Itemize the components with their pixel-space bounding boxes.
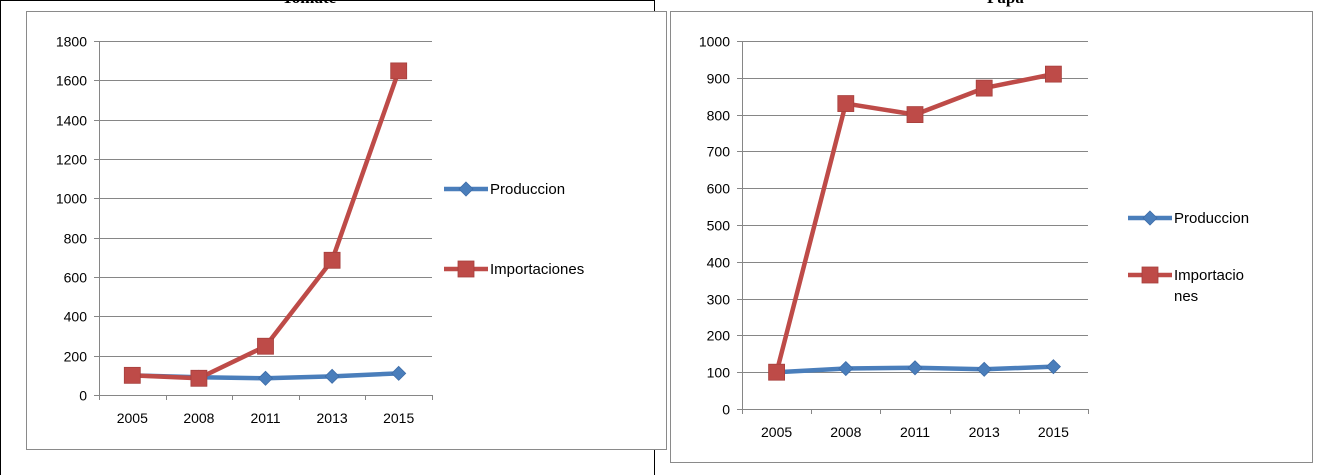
x-tick-label: 2005 (761, 424, 792, 440)
data-point-importaciones (123, 366, 141, 384)
x-tick-label: 2015 (1038, 424, 1069, 440)
data-point-produccion (391, 365, 407, 381)
data-point-importaciones (390, 62, 408, 80)
y-tick-label: 600 (64, 270, 88, 286)
y-tick-label: 200 (707, 328, 731, 344)
y-tick-label: 600 (707, 181, 731, 197)
legend-marker-produccion (1142, 210, 1158, 226)
data-point-produccion (838, 360, 854, 377)
data-point-importaciones (1044, 65, 1062, 83)
x-tick-label: 2013 (969, 424, 1000, 440)
chart-title-papa: Papa (987, 0, 1024, 8)
data-point-produccion (907, 360, 923, 376)
legend-marker-produccion (458, 181, 474, 197)
data-point-importaciones (906, 106, 924, 123)
legend-label-produccion: Produccion (490, 181, 565, 198)
y-tick-label: 1400 (56, 113, 87, 129)
legend-marker-importaciones (457, 260, 475, 278)
x-tick-label: 2013 (317, 410, 348, 426)
y-tick-label: 500 (707, 218, 731, 234)
y-tick-label: 400 (64, 309, 88, 325)
x-tick-label: 2011 (250, 410, 280, 426)
data-point-importaciones (768, 363, 785, 381)
data-point-importaciones (323, 251, 341, 269)
data-point-produccion (1045, 359, 1061, 375)
y-tick-label: 100 (707, 365, 731, 381)
y-tick-label: 200 (64, 349, 88, 365)
y-tick-label: 1200 (56, 152, 87, 168)
legend-label-produccion: Produccion (1174, 210, 1249, 227)
data-point-importaciones (190, 369, 208, 387)
y-tick-label: 300 (707, 292, 731, 308)
x-tick-label: 2005 (117, 410, 148, 426)
y-tick-label: 1800 (56, 34, 87, 50)
data-point-importaciones (837, 95, 855, 112)
chart-frame (670, 11, 1313, 463)
data-point-importaciones (975, 79, 993, 97)
y-tick-label: 1600 (56, 73, 87, 89)
chart-papa: 0 100 200 300 400 500 600 700 800 900 1000 2005 2008… (670, 11, 1313, 463)
data-point-importaciones (257, 337, 274, 355)
y-tick-label: 1000 (699, 34, 730, 50)
x-tick-label: 2008 (830, 424, 861, 440)
legend-label-importaciones: Importaciones (490, 261, 584, 278)
data-point-produccion (324, 368, 340, 384)
x-tick-label: 2011 (900, 424, 930, 440)
x-tick-label: 2015 (383, 410, 414, 426)
legend-marker-importaciones (1141, 266, 1159, 284)
y-tick-label: 800 (707, 108, 731, 124)
y-tick-label: 900 (707, 71, 731, 87)
chart-frame (26, 11, 667, 450)
data-point-produccion (976, 361, 992, 377)
data-point-produccion (257, 370, 274, 386)
y-tick-label: 1000 (56, 191, 87, 207)
chart-title-tomate: Tomate (282, 0, 336, 8)
y-tick-label: 700 (707, 144, 731, 160)
chart-tomate: 0 200 400 600 800 1000 1200 1400 1600 1800 2005 200… (26, 11, 667, 450)
x-tick-label: 2008 (183, 410, 214, 426)
y-tick-label: 400 (707, 255, 731, 271)
y-tick-label: 0 (722, 402, 730, 418)
y-tick-label: 0 (79, 388, 87, 404)
y-tick-label: 800 (64, 231, 88, 247)
